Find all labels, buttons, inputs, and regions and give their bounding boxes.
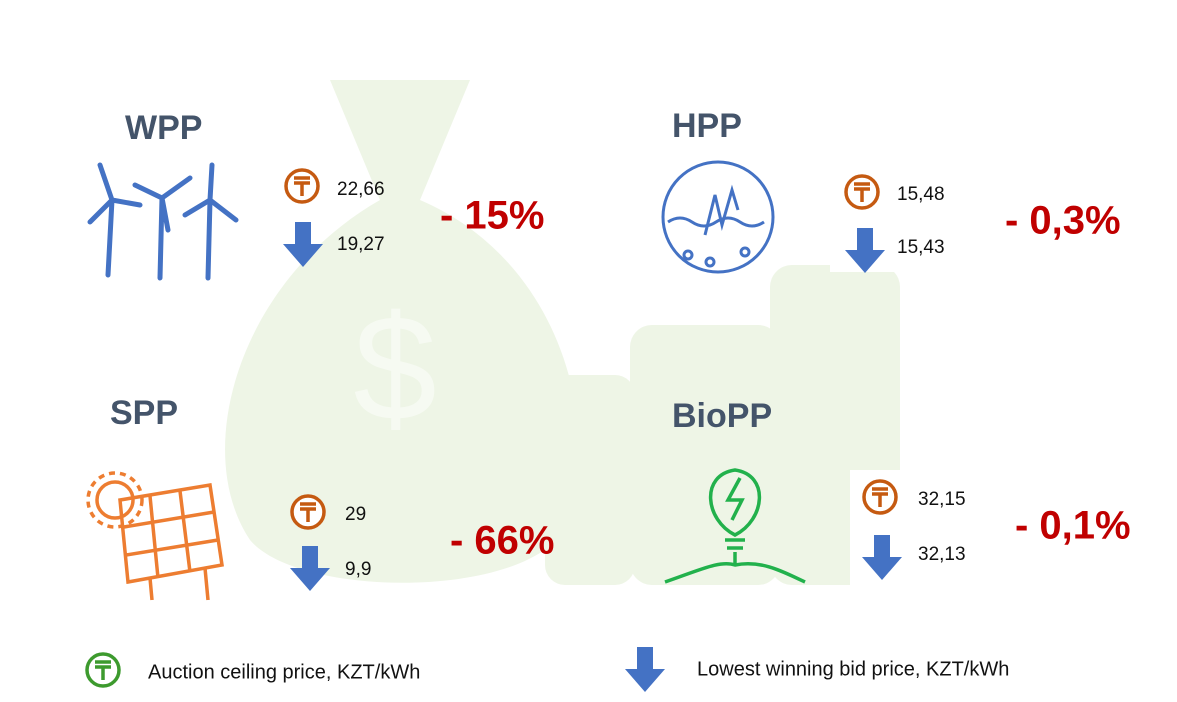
dollar-sign-art: $ [353,284,436,452]
lowest-bid: 19,27 [337,234,385,255]
legend-ceiling: Auction ceiling price, KZT/kWh [148,661,420,683]
hydro-icon [663,162,773,272]
panel-title: HPP [672,107,742,145]
legend-lowest-bid: Lowest winning bid price, KZT/kWh [697,658,1009,680]
legend-bid-icon [625,647,665,692]
infographic: $ WPP 22,66 19,27 - 15% HPP 15,48 15,43 … [0,0,1177,702]
price-change: - 15% [440,194,545,238]
ceiling-price: 22,66 [337,179,385,200]
lowest-bid: 15,43 [897,237,945,258]
ceiling-icon [286,170,318,202]
panel-title: WPP [125,109,202,147]
ceiling-price: 32,15 [918,489,966,510]
background-art: $ [225,80,900,585]
ceiling-icon [846,176,878,208]
price-change: - 0,1% [1015,504,1131,548]
price-change: - 66% [450,519,555,563]
legend-ceiling-icon [87,654,119,686]
page: {"panels": [ {"title": "WPP", "ceiling_p… [0,0,1177,702]
panel-title: BioPP [672,397,772,435]
lowest-bid: 32,13 [918,544,966,565]
ceiling-icon [864,481,896,513]
solar-icon [88,473,222,600]
ceiling-icon [292,496,324,528]
panel-title: SPP [110,394,178,432]
ceiling-price: 29 [345,504,366,525]
wind-turbine-icon [90,165,236,278]
price-change: - 0,3% [1005,199,1121,243]
lowest-bid: 9,9 [345,559,371,580]
ceiling-price: 15,48 [897,184,945,205]
